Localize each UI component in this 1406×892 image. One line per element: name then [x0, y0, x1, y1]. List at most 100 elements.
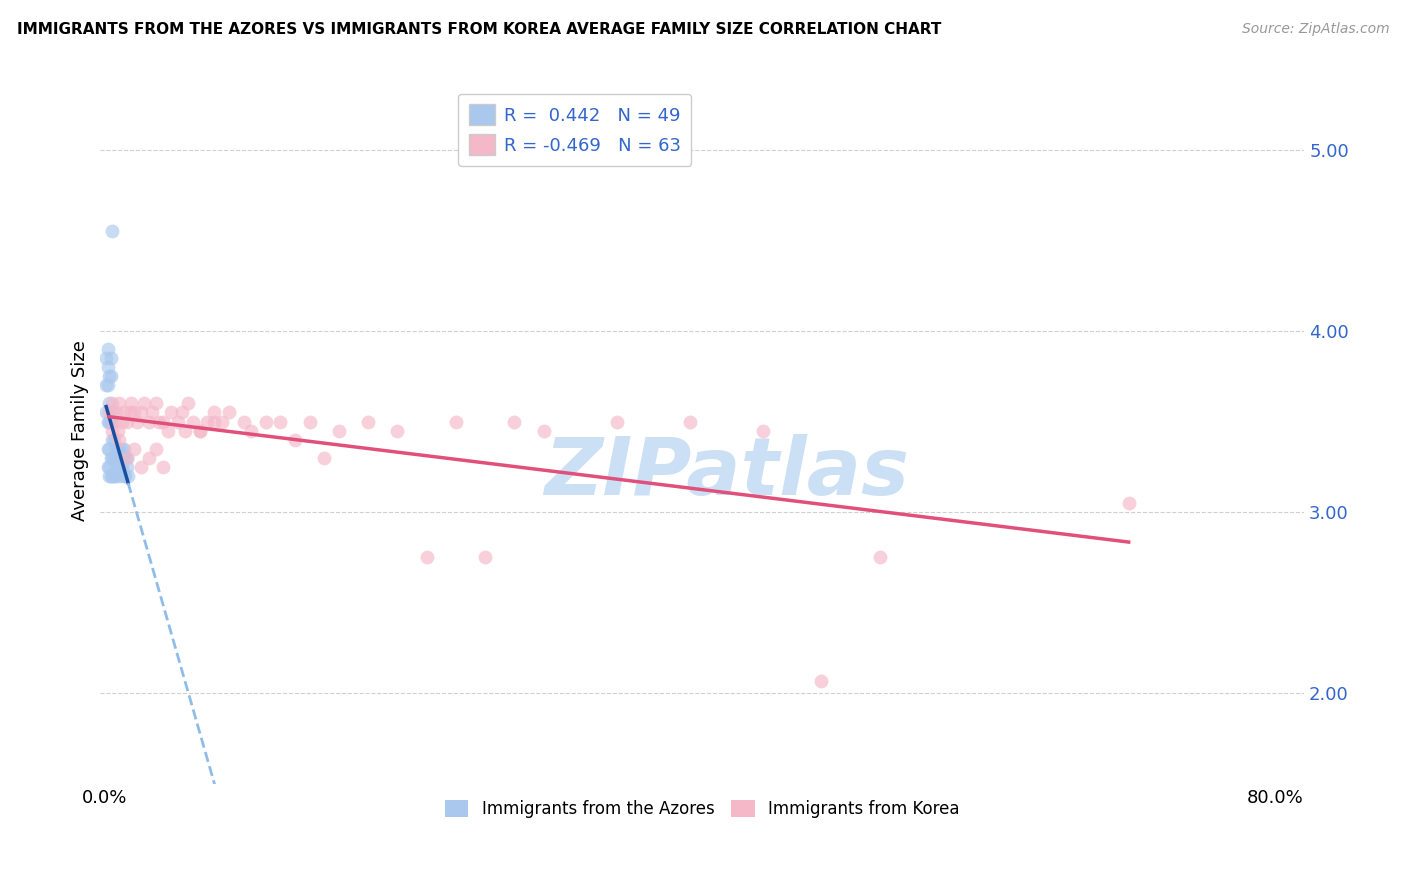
Point [172, 405, 194, 419]
Point [138, 415, 160, 429]
Point [114, 450, 136, 465]
Point [98, 468, 121, 483]
Point [103, 415, 125, 429]
Point [101, 424, 124, 438]
Point [98, 459, 121, 474]
Point [104, 450, 127, 465]
Point [131, 405, 153, 419]
Point [97, 459, 120, 474]
Point [105, 442, 128, 456]
Point [125, 415, 148, 429]
Point [156, 424, 179, 438]
Point [101, 468, 124, 483]
Point [145, 442, 167, 456]
Point [606, 415, 628, 429]
Point [115, 450, 138, 465]
Point [141, 405, 163, 419]
Point [107, 442, 129, 456]
Point [114, 468, 136, 483]
Point [105, 459, 128, 474]
Point [177, 396, 200, 410]
Point [98, 442, 121, 456]
Point [101, 405, 124, 419]
Point [298, 415, 321, 429]
Point [97, 442, 120, 456]
Point [232, 415, 254, 429]
Point [101, 450, 124, 465]
Point [104, 468, 127, 483]
Point [1118, 496, 1140, 510]
Point [159, 405, 181, 419]
Point [211, 415, 233, 429]
Point [98, 369, 121, 384]
Point [107, 459, 129, 474]
Point [188, 424, 211, 438]
Point [108, 442, 131, 456]
Point [533, 424, 555, 438]
Point [112, 450, 135, 465]
Point [167, 415, 190, 429]
Point [108, 468, 131, 483]
Point [204, 415, 226, 429]
Point [101, 433, 124, 447]
Point [240, 424, 263, 438]
Point [131, 459, 153, 474]
Point [138, 450, 160, 465]
Point [98, 415, 121, 429]
Point [122, 405, 145, 419]
Point [314, 450, 336, 465]
Point [752, 424, 775, 438]
Text: IMMIGRANTS FROM THE AZORES VS IMMIGRANTS FROM KOREA AVERAGE FAMILY SIZE CORRELAT: IMMIGRANTS FROM THE AZORES VS IMMIGRANTS… [17, 22, 941, 37]
Point [204, 405, 226, 419]
Point [148, 415, 170, 429]
Point [97, 360, 120, 375]
Point [117, 468, 139, 483]
Y-axis label: Average Family Size: Average Family Size [72, 340, 89, 521]
Point [269, 415, 291, 429]
Point [357, 415, 380, 429]
Point [100, 415, 122, 429]
Point [134, 396, 156, 410]
Point [415, 550, 437, 565]
Point [120, 396, 142, 410]
Text: Source: ZipAtlas.com: Source: ZipAtlas.com [1241, 22, 1389, 37]
Point [110, 459, 132, 474]
Point [96, 351, 118, 366]
Point [122, 442, 145, 456]
Point [111, 459, 134, 474]
Point [188, 424, 211, 438]
Point [101, 224, 124, 238]
Point [100, 351, 122, 366]
Point [98, 405, 121, 419]
Point [96, 378, 118, 392]
Point [145, 396, 167, 410]
Point [97, 415, 120, 429]
Point [103, 450, 125, 465]
Point [108, 396, 131, 410]
Point [110, 450, 132, 465]
Point [112, 442, 135, 456]
Text: ZIPatlas: ZIPatlas [544, 434, 908, 512]
Point [112, 405, 135, 419]
Point [152, 415, 174, 429]
Point [103, 468, 125, 483]
Point [108, 433, 131, 447]
Point [181, 415, 204, 429]
Point [474, 550, 496, 565]
Point [115, 415, 138, 429]
Point [111, 442, 134, 456]
Point [97, 342, 120, 356]
Point [100, 450, 122, 465]
Point [444, 415, 467, 429]
Point [174, 424, 197, 438]
Point [328, 424, 350, 438]
Point [98, 396, 121, 410]
Point [112, 468, 135, 483]
Point [111, 415, 134, 429]
Point [284, 433, 307, 447]
Point [118, 405, 141, 419]
Point [115, 450, 138, 465]
Point [254, 415, 277, 429]
Point [103, 433, 125, 447]
Point [105, 405, 128, 419]
